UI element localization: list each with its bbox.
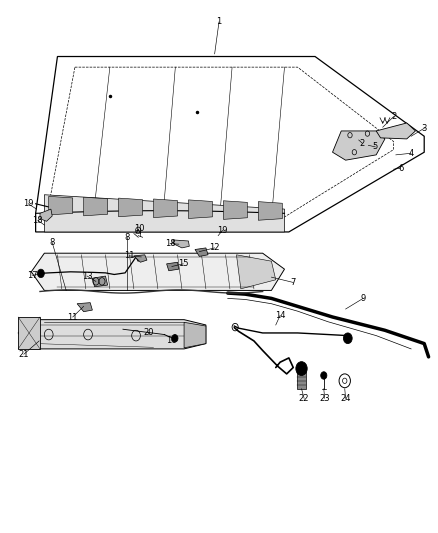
Text: 3: 3 xyxy=(421,124,427,133)
Polygon shape xyxy=(84,197,108,216)
Text: 17: 17 xyxy=(27,271,38,280)
Text: 8: 8 xyxy=(125,233,130,242)
Polygon shape xyxy=(188,200,212,219)
Polygon shape xyxy=(195,248,208,256)
Polygon shape xyxy=(18,317,40,349)
Circle shape xyxy=(172,335,178,342)
Text: 18: 18 xyxy=(32,216,43,225)
Polygon shape xyxy=(44,195,285,232)
Polygon shape xyxy=(237,255,276,289)
Polygon shape xyxy=(31,253,285,290)
Polygon shape xyxy=(184,322,206,348)
Text: 10: 10 xyxy=(134,224,145,233)
Text: 1: 1 xyxy=(216,18,222,27)
Circle shape xyxy=(37,269,44,278)
Text: 21: 21 xyxy=(18,350,29,359)
Polygon shape xyxy=(258,201,283,220)
Polygon shape xyxy=(376,123,416,139)
Text: 19: 19 xyxy=(23,199,33,208)
Text: 12: 12 xyxy=(209,244,220,253)
Text: 11: 11 xyxy=(67,312,78,321)
Text: 23: 23 xyxy=(319,394,330,403)
Text: 6: 6 xyxy=(398,164,403,173)
Text: 2: 2 xyxy=(391,112,396,121)
Text: 24: 24 xyxy=(340,394,351,403)
Polygon shape xyxy=(332,131,385,160)
Polygon shape xyxy=(134,255,147,262)
Text: 2: 2 xyxy=(360,139,365,148)
Text: 19: 19 xyxy=(217,226,228,235)
Polygon shape xyxy=(35,56,424,232)
Polygon shape xyxy=(166,262,179,271)
Text: 8: 8 xyxy=(49,238,55,247)
Text: 5: 5 xyxy=(373,142,378,151)
Circle shape xyxy=(296,362,307,375)
Polygon shape xyxy=(119,198,143,217)
Polygon shape xyxy=(223,201,247,220)
Text: 7: 7 xyxy=(290,278,296,287)
Text: 9: 9 xyxy=(360,294,366,303)
Polygon shape xyxy=(40,209,52,221)
Polygon shape xyxy=(92,276,108,287)
Circle shape xyxy=(343,333,352,344)
Polygon shape xyxy=(173,240,189,248)
Polygon shape xyxy=(153,199,177,217)
Text: 13: 13 xyxy=(82,272,92,280)
Text: 4: 4 xyxy=(409,149,414,158)
Text: 14: 14 xyxy=(275,311,286,320)
Text: 22: 22 xyxy=(299,394,309,403)
Polygon shape xyxy=(49,196,73,215)
Text: 15: 15 xyxy=(178,260,188,268)
Text: 18: 18 xyxy=(165,239,175,248)
Text: 16: 16 xyxy=(166,336,177,345)
Text: 11: 11 xyxy=(124,252,135,260)
Text: 20: 20 xyxy=(143,328,153,337)
Polygon shape xyxy=(18,320,206,349)
Bar xyxy=(297,370,306,389)
Circle shape xyxy=(321,372,327,379)
Polygon shape xyxy=(77,303,92,312)
